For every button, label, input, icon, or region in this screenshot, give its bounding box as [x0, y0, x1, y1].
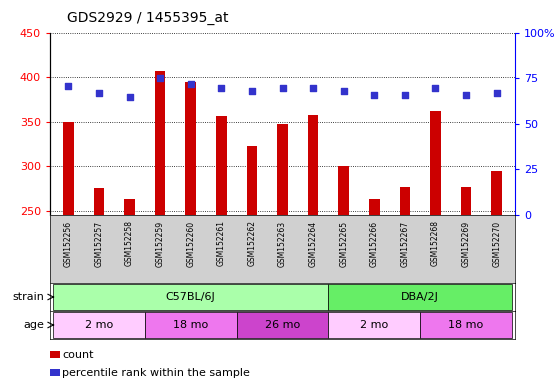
Point — [186, 81, 195, 87]
Bar — [430, 111, 441, 215]
Point — [156, 75, 165, 81]
Point — [431, 84, 440, 91]
Point — [248, 88, 256, 94]
Bar — [185, 82, 196, 215]
Text: GSM152268: GSM152268 — [431, 220, 440, 266]
Text: DBA/2J: DBA/2J — [401, 292, 439, 302]
Bar — [53, 285, 328, 310]
Point — [125, 94, 134, 100]
Bar — [308, 115, 319, 215]
Bar — [277, 124, 288, 215]
Bar — [369, 199, 380, 215]
Text: GSM152265: GSM152265 — [339, 220, 348, 266]
Text: percentile rank within the sample: percentile rank within the sample — [62, 368, 250, 378]
Bar — [94, 189, 104, 215]
Text: 26 mo: 26 mo — [265, 320, 300, 330]
Point — [309, 84, 318, 91]
Text: GSM152257: GSM152257 — [95, 220, 104, 266]
Text: 2 mo: 2 mo — [85, 320, 113, 330]
Text: GSM152263: GSM152263 — [278, 220, 287, 266]
Text: GSM152264: GSM152264 — [309, 220, 318, 266]
Text: strain: strain — [12, 292, 44, 302]
Point — [64, 83, 73, 89]
Point — [217, 84, 226, 91]
Bar — [328, 285, 512, 310]
Bar — [63, 122, 74, 215]
Text: count: count — [62, 350, 94, 360]
Bar — [145, 313, 237, 338]
Point — [95, 90, 104, 96]
Text: age: age — [24, 320, 44, 330]
Text: GSM152267: GSM152267 — [400, 220, 409, 266]
Text: GSM152266: GSM152266 — [370, 220, 379, 266]
Text: GSM152269: GSM152269 — [461, 220, 470, 266]
Point — [278, 84, 287, 91]
Bar — [53, 313, 145, 338]
Text: 18 mo: 18 mo — [449, 320, 484, 330]
Text: GSM152256: GSM152256 — [64, 220, 73, 266]
Bar — [399, 187, 410, 215]
Bar — [155, 71, 166, 215]
Text: GSM152261: GSM152261 — [217, 220, 226, 266]
Point — [400, 92, 409, 98]
Bar — [328, 313, 420, 338]
Text: GSM152258: GSM152258 — [125, 220, 134, 266]
Text: GSM152262: GSM152262 — [248, 220, 256, 266]
Point — [461, 92, 470, 98]
Point — [370, 92, 379, 98]
Bar — [461, 187, 472, 215]
Text: GSM152259: GSM152259 — [156, 220, 165, 266]
Bar — [420, 313, 512, 338]
Point — [339, 88, 348, 94]
Text: C57BL/6J: C57BL/6J — [166, 292, 216, 302]
Bar — [246, 146, 257, 215]
Text: 2 mo: 2 mo — [360, 320, 389, 330]
Bar — [124, 199, 135, 215]
Text: 18 mo: 18 mo — [173, 320, 208, 330]
Bar — [237, 313, 328, 338]
Text: GSM152270: GSM152270 — [492, 220, 501, 266]
Bar — [216, 116, 227, 215]
Text: GSM152260: GSM152260 — [186, 220, 195, 266]
Point — [492, 90, 501, 96]
Bar — [338, 166, 349, 215]
Bar — [491, 170, 502, 215]
Text: GDS2929 / 1455395_at: GDS2929 / 1455395_at — [67, 11, 228, 25]
